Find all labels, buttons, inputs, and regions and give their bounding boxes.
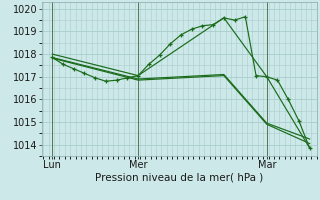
- X-axis label: Pression niveau de la mer( hPa ): Pression niveau de la mer( hPa ): [95, 173, 263, 183]
